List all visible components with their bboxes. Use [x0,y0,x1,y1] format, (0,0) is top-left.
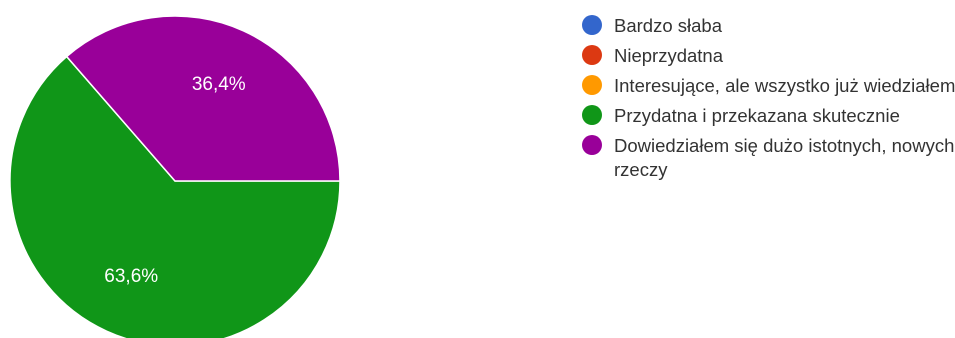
legend-label-3: Przydatna i przekazana skutecznie [614,105,900,126]
pie-slice-label-4: 36,4% [192,74,246,95]
legend-item-2[interactable]: Interesujące, ale wszystko już wiedziałe… [582,74,955,98]
legend-item-4[interactable]: Dowiedziałem się dużo istotnych, nowych … [582,134,955,182]
chart-legend: Bardzo słaba Nieprzydatna Interesujące, al… [582,14,955,188]
legend-item-3[interactable]: Przydatna i przekazana skutecznie [582,104,955,128]
pie-chart: 63,6% 36,4% [9,15,341,338]
legend-swatch-4 [582,135,602,155]
legend-label-2: Interesujące, ale wszystko już wiedziałe… [614,75,955,96]
legend-item-1[interactable]: Nieprzydatna [582,44,955,68]
pie-slice-label-3: 63,6% [104,266,158,287]
legend-swatch-1 [582,45,602,65]
legend-label-4: Dowiedziałem się dużo istotnych, nowych … [614,135,955,180]
legend-swatch-2 [582,75,602,95]
legend-item-0[interactable]: Bardzo słaba [582,14,955,38]
legend-label-1: Nieprzydatna [614,45,724,66]
pie-slice-4 [65,15,341,182]
legend-label-0: Bardzo słaba [614,15,722,36]
pie-slice-3 [9,55,341,338]
legend-swatch-0 [582,15,602,35]
legend-swatch-3 [582,105,602,125]
